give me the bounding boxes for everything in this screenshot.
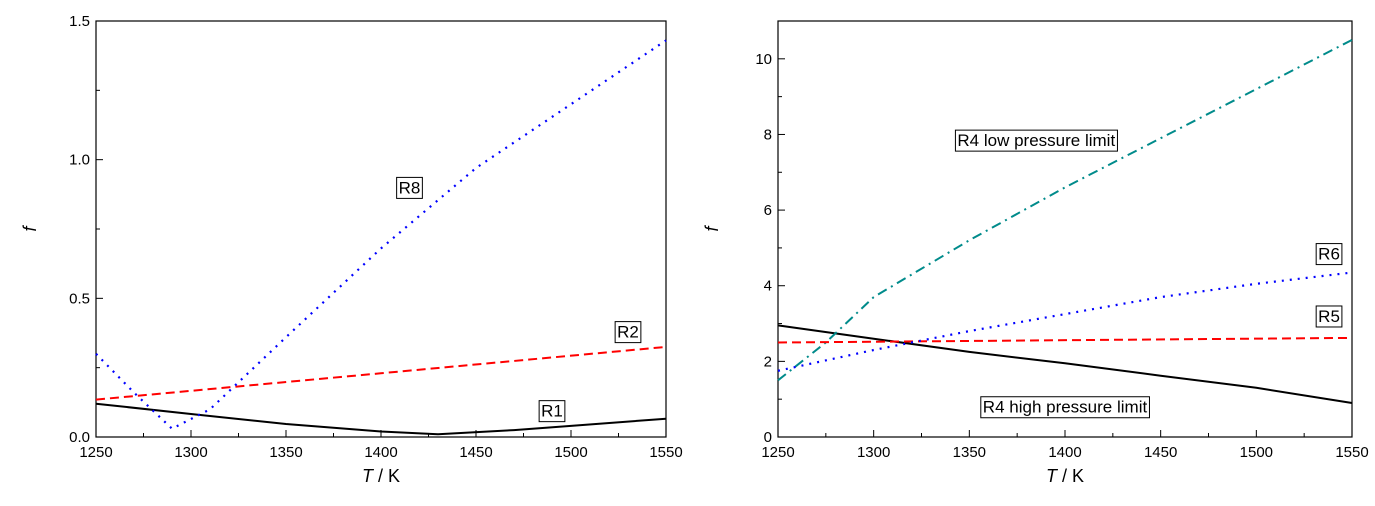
y-tick-label: 10 [755, 51, 772, 68]
x-axis-variable: T [1046, 466, 1059, 486]
annotation-label: R8 [399, 178, 421, 197]
series-annotation: R1 [538, 400, 566, 423]
chart-panel-2: 1250 1300 1350 1400 1450 1500 1550 0 2 4 6 8 10 T / K… [702, 20, 1369, 486]
x-tick-label: 1350 [953, 444, 986, 461]
annotation-label: R4 low pressure limit [957, 131, 1115, 150]
y-tick-label: 8 [764, 126, 772, 143]
x-tick-label: 1400 [364, 444, 397, 461]
x-tick-label: 1300 [857, 444, 890, 461]
x-tick-label: 1550 [649, 444, 682, 461]
series-line-r4-low-pressure-limit [777, 39, 1353, 382]
x-tick-label: 1300 [174, 444, 207, 461]
annotation-label: R4 high pressure limit [983, 398, 1148, 417]
x-tick-label: 1450 [459, 444, 492, 461]
series-line-r5 [777, 336, 1353, 344]
annotation-box [538, 400, 566, 423]
y-tick-label: 1.5 [69, 13, 90, 30]
y-tick-label: 4 [764, 278, 772, 295]
annotation-label: R6 [1318, 245, 1340, 264]
series-annotation: R4 low pressure limit [954, 129, 1118, 152]
x-tick-label: 1350 [269, 444, 302, 461]
series-line-r6 [777, 271, 1353, 372]
x-tick-label: 1500 [1240, 444, 1273, 461]
chart-panel-1: 1250 1300 1350 1400 1450 1500 1550 0.0 0.5 1.0 1.5… [20, 13, 683, 486]
y-axis-title: f [20, 225, 40, 232]
x-axis-title: T / K [362, 466, 400, 486]
annotation-box [396, 176, 423, 199]
x-axis-variable: T [362, 466, 375, 486]
x-tick-label: 1250 [79, 444, 112, 461]
y-tick-label: 2 [764, 353, 772, 370]
annotation-label: R1 [541, 402, 563, 421]
y-tick-label: 0.0 [69, 429, 90, 446]
x-tick-label: 1400 [1048, 444, 1081, 461]
series-annotation: R4 high pressure limit [980, 396, 1150, 419]
series-annotation: R8 [396, 176, 423, 199]
annotation-box [1315, 305, 1343, 328]
series-annotation: R2 [614, 321, 642, 344]
series-annotation: R5 [1315, 305, 1343, 328]
x-tick-label: 1550 [1335, 444, 1368, 461]
x-tick-label: 1500 [554, 444, 587, 461]
x-tick-label: 1450 [1144, 444, 1177, 461]
annotation-box [980, 396, 1150, 419]
annotation-box [614, 321, 642, 344]
series-annotation: R6 [1315, 243, 1343, 266]
y-tick-label: 6 [764, 202, 772, 219]
y-axis-title: f [702, 225, 722, 232]
series-line-r1 [95, 402, 667, 436]
y-tick-label: 0.5 [69, 290, 90, 307]
plot-frame [95, 20, 667, 438]
x-axis-title: T / K [1046, 466, 1084, 486]
y-tick-label: 1.0 [69, 152, 90, 169]
annotation-label: R2 [617, 323, 639, 342]
series-line-r4-high-pressure-limit [777, 324, 1353, 404]
series-line-r2 [95, 345, 667, 401]
x-axis-unit: / K [373, 466, 400, 486]
y-tick-label: 0 [764, 429, 772, 446]
x-tick-label: 1250 [761, 444, 794, 461]
annotation-label: R5 [1318, 307, 1340, 326]
annotation-box [954, 129, 1118, 152]
annotation-box [1315, 243, 1343, 266]
series-line-r8 [95, 39, 667, 431]
x-axis-unit: / K [1057, 466, 1084, 486]
